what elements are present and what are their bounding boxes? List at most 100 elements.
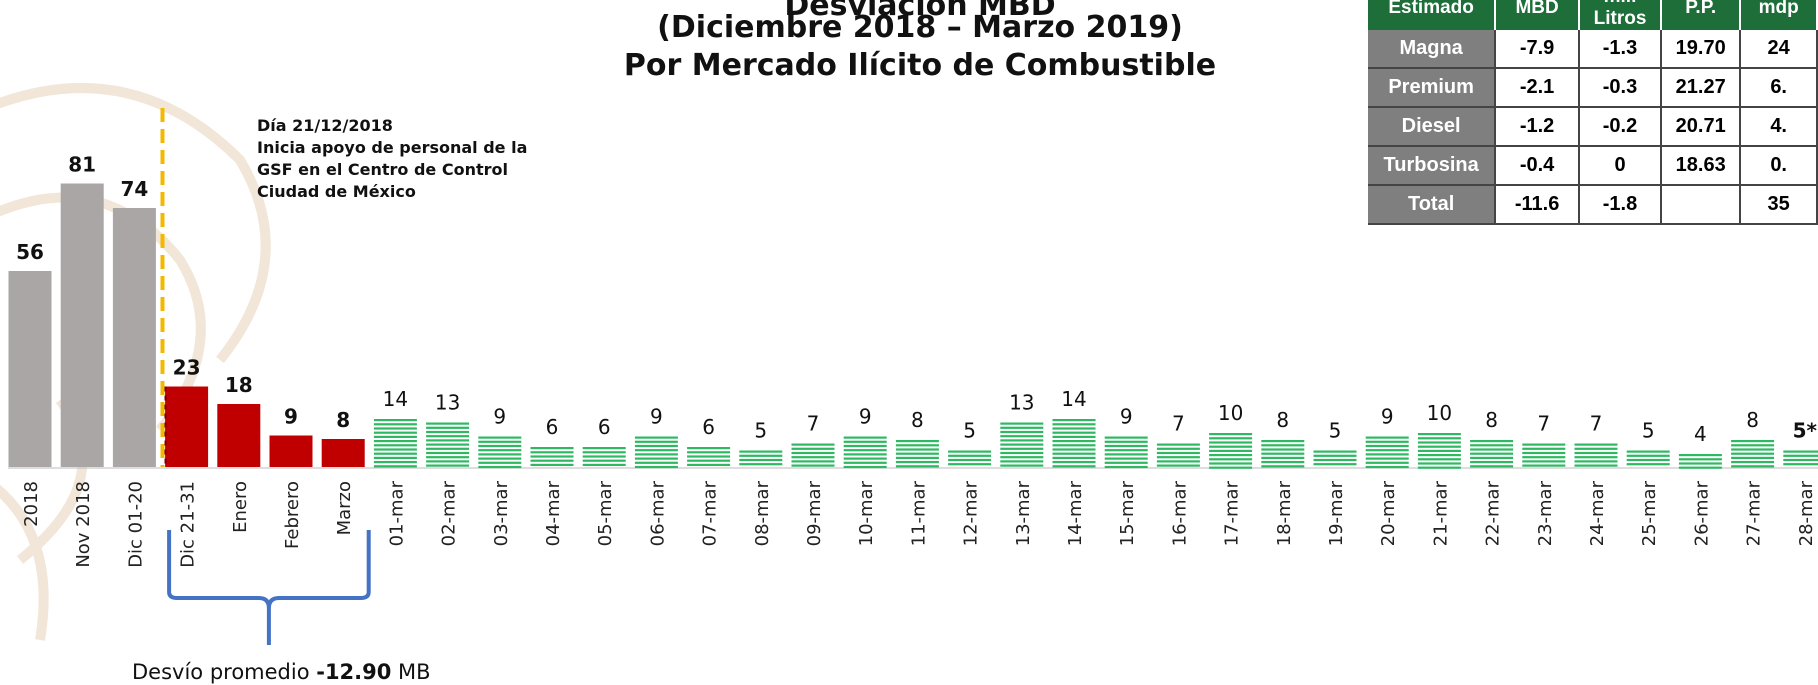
table-cell: 18.63	[1661, 146, 1742, 186]
bar	[791, 442, 835, 467]
table-cell: Magna	[1368, 30, 1497, 69]
bar	[582, 446, 626, 467]
table-header-row: Estimado MBD mill Litros P.P. mdp	[1368, 0, 1818, 30]
category-label: 23-mar	[1535, 480, 1556, 546]
value-label: 10	[1427, 401, 1452, 425]
category-label: Dic 21-31	[178, 481, 199, 568]
bar	[1417, 432, 1461, 469]
chart-title-line3: Por Mercado Ilícito de Combustible	[623, 48, 1217, 83]
bar	[530, 446, 574, 467]
table-cell: Diesel	[1368, 107, 1497, 147]
category-label: 15-mar	[1117, 480, 1138, 546]
value-label: 7	[1537, 412, 1550, 436]
value-label: 8	[336, 408, 350, 432]
value-label: 13	[1009, 391, 1034, 415]
bar	[1209, 432, 1253, 469]
value-label: 6	[598, 415, 611, 439]
average-deviation-note: Desvío promedio -12.90 MB	[132, 660, 431, 684]
average-brace	[167, 530, 371, 645]
table-row: Total -11.6 -1.8 35	[1368, 185, 1818, 225]
bar	[321, 439, 365, 467]
category-label: 04-mar	[543, 480, 564, 546]
bar	[478, 435, 522, 469]
value-label: 5	[754, 419, 767, 443]
table-row: Magna -7.9 -1.3 19.70 24	[1368, 30, 1818, 69]
table-cell: -2.1	[1495, 68, 1580, 108]
value-label: 8	[1746, 408, 1759, 432]
table-row: Premium -2.1 -0.3 21.27 6.	[1368, 68, 1818, 108]
bar	[1678, 453, 1722, 469]
table-cell: Premium	[1368, 68, 1497, 108]
bar	[1522, 442, 1566, 467]
category-label: 28-mar	[1796, 480, 1817, 546]
table-cell: Turbosina	[1368, 146, 1497, 186]
category-label: 13-mar	[1013, 480, 1034, 546]
value-label: 5	[963, 419, 976, 443]
table-cell	[1661, 185, 1742, 225]
bar	[8, 271, 52, 467]
bar	[948, 449, 992, 467]
bar	[1261, 439, 1305, 468]
value-label: 18	[225, 373, 253, 397]
table-header: mill Litros	[1578, 0, 1663, 30]
bar	[269, 435, 313, 467]
category-label: 06-mar	[647, 480, 668, 546]
average-unit: MB	[391, 660, 431, 684]
table-header: MBD	[1495, 0, 1580, 30]
category-label: 14-mar	[1065, 480, 1086, 546]
category-label: 10-mar	[856, 480, 877, 546]
table-row: Diesel -1.2 -0.2 20.71 4.	[1368, 107, 1818, 147]
category-label: Dic 01-20	[125, 481, 146, 568]
annotation-line2: Inicia apoyo de personal de la	[257, 138, 528, 157]
value-label: 8	[1485, 408, 1498, 432]
chart-title-line2: (Diciembre 2018 – Marzo 2019)	[657, 10, 1183, 45]
table-cell: 0.	[1740, 146, 1818, 186]
category-label: 01-mar	[386, 480, 407, 546]
bar	[895, 439, 939, 468]
category-label: 11-mar	[908, 480, 929, 546]
table-cell: 20.71	[1661, 107, 1742, 147]
average-value: -12.90	[316, 660, 392, 684]
category-label: 02-mar	[439, 480, 460, 546]
value-label: 14	[383, 387, 408, 411]
category-label: Febrero	[282, 481, 303, 549]
value-label: 7	[1590, 412, 1603, 436]
value-label: 7	[1172, 412, 1185, 436]
table-cell: -0.2	[1578, 107, 1663, 147]
table-cell: 4.	[1740, 107, 1818, 147]
value-label: 7	[807, 412, 820, 436]
table-header: mdp	[1740, 0, 1818, 30]
category-label: Nov 2018	[73, 481, 94, 568]
value-label: 9	[493, 405, 506, 429]
bar	[426, 421, 470, 467]
value-label: 9	[284, 405, 298, 429]
value-label: 9	[1381, 405, 1394, 429]
value-label: 6	[702, 415, 715, 439]
value-label: 8	[911, 408, 924, 432]
chart-title-line1: Desviación MBD	[784, 0, 1056, 23]
value-label: 9	[1120, 405, 1133, 429]
value-label: 9	[650, 405, 663, 429]
value-label: 13	[435, 391, 460, 415]
category-label: 24-mar	[1587, 480, 1608, 546]
category-label: 05-mar	[595, 480, 616, 546]
value-label: 56	[16, 240, 44, 264]
bar	[217, 404, 261, 467]
bar	[1783, 449, 1818, 467]
bar	[1000, 421, 1044, 467]
value-label: 81	[68, 153, 96, 177]
category-label: Marzo	[334, 481, 355, 535]
value-label: 5	[1642, 419, 1655, 443]
category-label: 27-mar	[1744, 480, 1765, 546]
value-label: 5*	[1793, 419, 1818, 443]
category-label: 09-mar	[804, 480, 825, 546]
category-label: 18-mar	[1274, 480, 1295, 546]
category-label: 08-mar	[752, 480, 773, 546]
table-cell: -0.4	[1495, 146, 1580, 186]
bar	[1313, 449, 1357, 467]
bar	[165, 386, 209, 467]
value-label: 4	[1694, 422, 1707, 446]
category-label: 26-mar	[1691, 480, 1712, 546]
table-cell: 35	[1740, 185, 1818, 225]
